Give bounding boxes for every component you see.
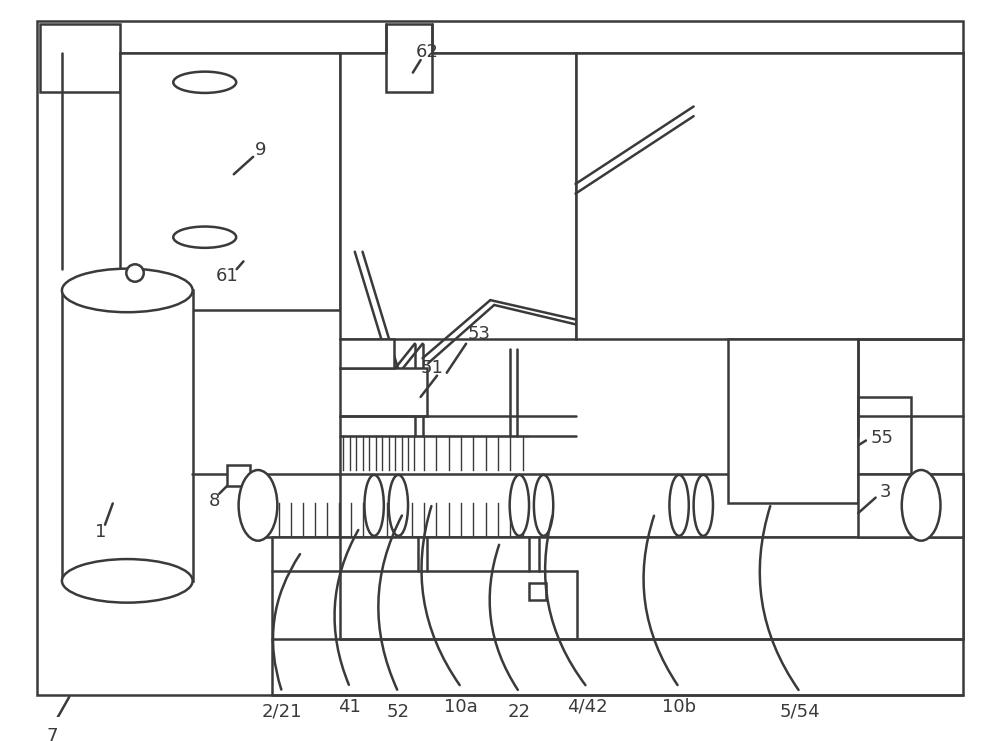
Ellipse shape [510, 475, 529, 536]
Bar [272, 537, 963, 639]
Text: 1: 1 [95, 523, 107, 542]
Bar [858, 474, 963, 537]
Ellipse shape [694, 475, 713, 536]
Bar [728, 339, 858, 503]
Bar [110, 269, 122, 281]
Ellipse shape [239, 470, 277, 541]
Bar [174, 82, 237, 237]
Text: 22: 22 [508, 702, 531, 720]
Text: 9: 9 [255, 141, 267, 159]
Bar [62, 290, 193, 581]
Text: 55: 55 [871, 428, 894, 447]
Text: 51: 51 [421, 359, 444, 377]
Ellipse shape [534, 475, 553, 536]
Bar [340, 368, 427, 416]
Text: 41: 41 [339, 698, 361, 716]
Bar [243, 165, 335, 262]
Ellipse shape [173, 72, 236, 93]
Text: 3: 3 [880, 483, 891, 501]
Ellipse shape [364, 475, 384, 536]
Text: 8: 8 [209, 493, 220, 511]
Bar [120, 53, 340, 310]
Ellipse shape [902, 470, 940, 541]
Circle shape [126, 265, 144, 282]
Ellipse shape [173, 227, 236, 247]
Text: 10a: 10a [444, 698, 478, 716]
Ellipse shape [389, 475, 408, 536]
Ellipse shape [62, 269, 193, 312]
Bar [529, 583, 546, 600]
Bar [858, 397, 911, 474]
Ellipse shape [62, 559, 193, 602]
Bar [386, 24, 432, 92]
Text: 53: 53 [467, 325, 490, 343]
Text: 10b: 10b [662, 698, 696, 716]
Text: 62: 62 [416, 43, 439, 62]
Text: 5/54: 5/54 [780, 702, 820, 720]
Text: 2/21: 2/21 [262, 702, 302, 720]
Bar [227, 465, 250, 486]
Bar [258, 474, 963, 537]
Text: 4/42: 4/42 [567, 698, 607, 716]
Bar [576, 53, 963, 339]
Text: 61: 61 [216, 267, 238, 285]
Ellipse shape [669, 475, 689, 536]
Text: 52: 52 [387, 702, 410, 720]
Bar [340, 339, 394, 368]
Text: 7: 7 [47, 727, 58, 741]
Bar [340, 53, 576, 339]
Bar [40, 24, 120, 92]
